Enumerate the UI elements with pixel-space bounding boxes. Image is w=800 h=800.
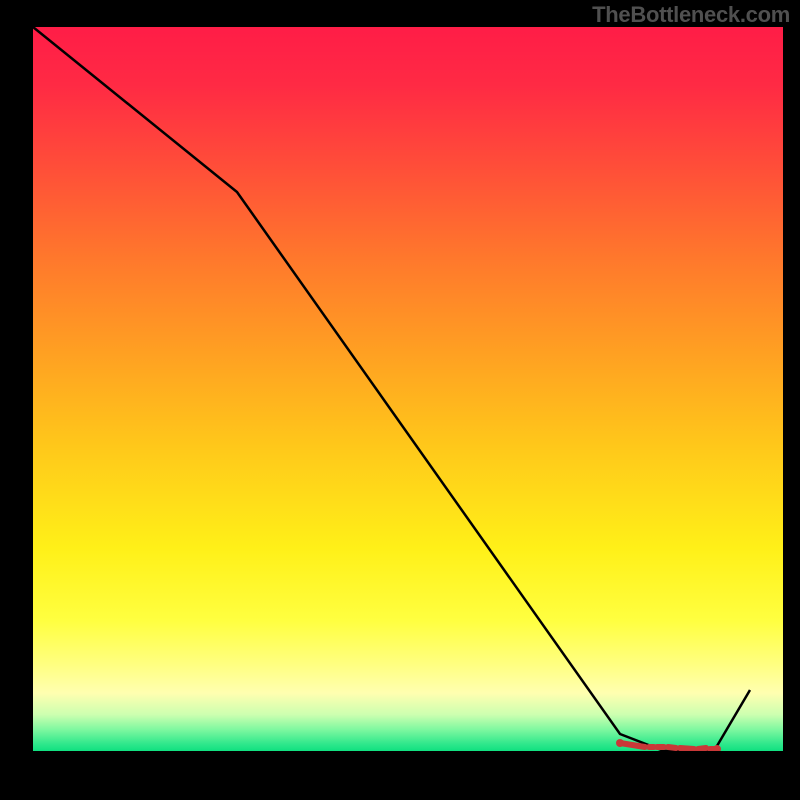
bottleneck-chart [0,0,800,800]
plot-area [33,27,783,751]
chart-container: TheBottleneck.com [0,0,800,800]
watermark-text: TheBottleneck.com [592,2,790,28]
